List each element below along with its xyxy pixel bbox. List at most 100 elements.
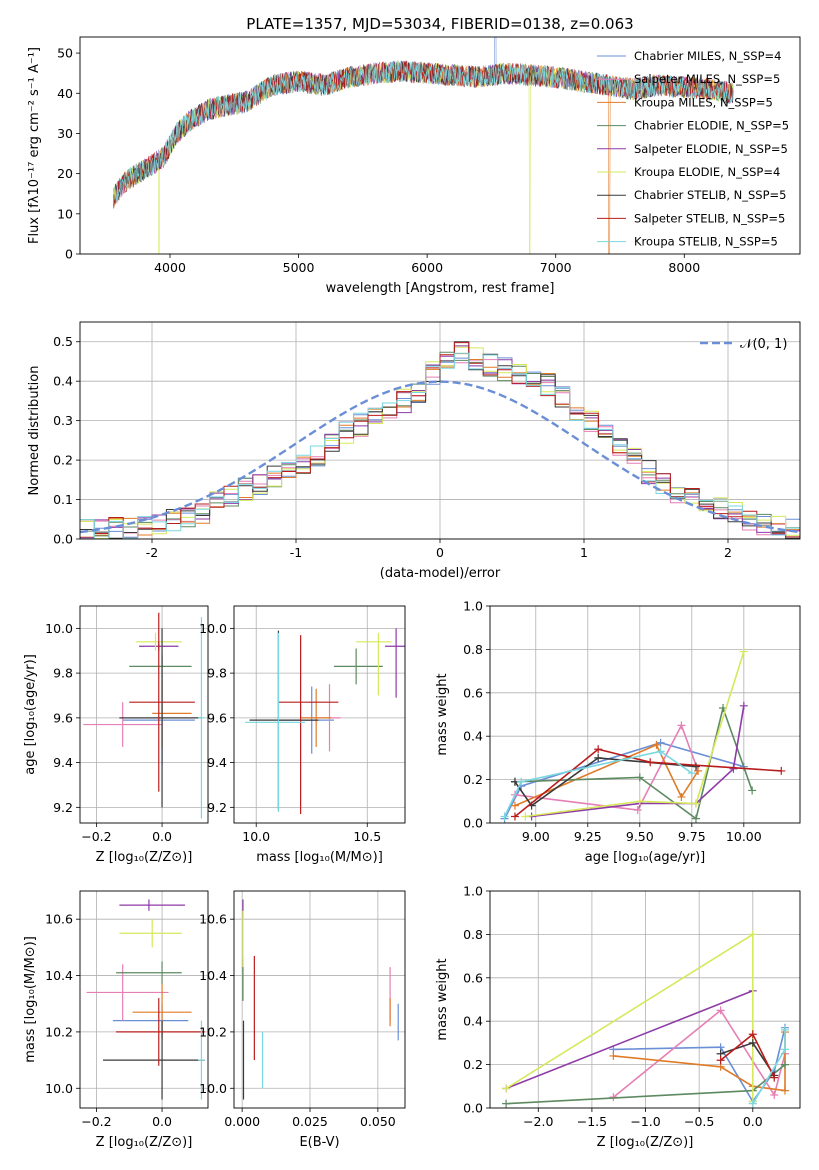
weight-age-ytick-label-2: 0.4 <box>463 729 483 744</box>
weight-age-marker-8-2 <box>656 747 665 756</box>
weight-z-ytick-label-2: 0.4 <box>463 1014 483 1029</box>
weight-age-ytick-label-3: 0.6 <box>463 685 483 700</box>
figure-title: PLATE=1357, MJD=53034, FIBERID=0138, z=0… <box>246 15 633 33</box>
age-mass-point-3 <box>333 648 383 685</box>
mass-z-ytick-label-2: 10.4 <box>45 968 73 983</box>
residuals-ytick-label-5: 0.5 <box>53 334 73 349</box>
age-z-ytick-label-0: 9.2 <box>53 800 73 815</box>
mass-z-point-1 <box>86 964 169 1021</box>
age-mass-plot-area <box>234 606 405 823</box>
age-vs-mass-panel: 10.0 10.5 9.2 9.4 9.6 9.8 10.0 mass [log₁₀(M/M⊙… <box>199 605 406 865</box>
age-vs-metallicity-panel: −0.2 0.0 9.2 9.4 9.6 9.8 10.0 Z [log₁₀(Z/Z⊙)] ag… <box>23 605 209 865</box>
weight-age-marker-2-3 <box>694 766 703 775</box>
legend-label-3: Chabrier ELODIE, N_SSP=5 <box>634 119 789 133</box>
weight-age-xlabel: age [log₁₀(age/yr)] <box>585 850 706 865</box>
mass-z-xtick-label-1: 0.0 <box>152 1114 172 1129</box>
weight-age-marker-2-2 <box>677 792 686 801</box>
weight-z-marker-7-1 <box>748 1030 757 1039</box>
weight-z-marker-2-3 <box>780 1086 789 1095</box>
age-z-ytick-label-1: 9.4 <box>53 755 73 770</box>
mass-z-point-7 <box>116 998 205 1066</box>
spectrum-xtick-label-2: 6000 <box>411 260 443 275</box>
histogram-8 <box>80 352 800 539</box>
weight-z-line-6 <box>720 1041 775 1076</box>
weight-age-marker-6-2 <box>594 753 603 762</box>
weight-age-xtick-label-0: 9.00 <box>522 829 550 844</box>
mass-z-axes: −0.2 0.0 10.0 10.2 10.4 10.6 Z [log₁₀(Z/Z⊙)] ma… <box>23 890 209 1150</box>
weight-age-marker-8-3 <box>687 769 696 778</box>
legend-label-2: Kroupa MILES, N_SSP=5 <box>634 95 773 109</box>
age-mass-point-8 <box>245 632 306 812</box>
age-z-point-7 <box>129 612 195 792</box>
residual-histogram-panel: -2 -1 0 1 2 0.0 0.1 0.2 0.3 0.4 0.5 (data-model)/er… <box>27 321 801 581</box>
age-z-point-2 <box>152 679 192 747</box>
weight-z-marker-1-2 <box>770 1090 779 1099</box>
weight-age-plot-area <box>490 606 800 823</box>
mass-z-ytick-label-1: 10.2 <box>45 1024 73 1039</box>
spectrum-ytick-label-4: 40 <box>57 86 73 101</box>
mass-z-ytick-label-0: 10.0 <box>45 1081 73 1096</box>
weight-age-marker-3-2 <box>691 814 700 823</box>
age-mass-xtick-label-1: 10.5 <box>353 829 381 844</box>
weight-age-marker-7-3 <box>777 766 786 775</box>
age-mass-point-5 <box>356 632 392 696</box>
weight-z-line-5 <box>505 932 754 1102</box>
weight-z-marker-6-1 <box>748 1038 757 1047</box>
residuals-ytick-label-2: 0.2 <box>53 453 73 468</box>
age-mass-ytick-label-1: 9.4 <box>207 755 227 770</box>
spectrum-line-7 <box>113 60 734 208</box>
weight-age-xtick-label-1: 9.25 <box>574 829 602 844</box>
mass-ebv-xtick-label-1: 0.025 <box>292 1114 328 1129</box>
age-z-xtick-label-0: −0.2 <box>81 829 111 844</box>
spectrum-xtick-label-0: 4000 <box>154 260 186 275</box>
spectrum-xtick-label-1: 5000 <box>283 260 315 275</box>
weight-age-marker-6-3 <box>691 762 700 771</box>
legend-label-6: Chabrier STELIB, N_SSP=5 <box>634 188 786 202</box>
normal-curve <box>80 380 800 534</box>
spectrum-xlabel: wavelength [Angstrom, rest frame] <box>326 281 555 296</box>
weight-z-marker-5-0 <box>502 1084 511 1093</box>
age-z-frame <box>79 605 209 824</box>
legend-label-5: Kroupa ELODIE, N_SSP=4 <box>634 165 780 179</box>
spectrum-xtick-label-3: 7000 <box>540 260 572 275</box>
weight-age-marker-2-1 <box>652 740 661 749</box>
weight-z-xlabel: Z [log₁₀(Z/Z⊙)] <box>597 1135 694 1150</box>
mass-z-xlabel: Z [log₁₀(Z/Z⊙)] <box>96 1135 193 1150</box>
age-z-ylabel: age [log₁₀(age/yr)] <box>23 654 38 775</box>
mass-ebv-frame <box>233 890 406 1109</box>
weight-z-ylabel: mass weight <box>435 958 450 1040</box>
weight-age-ytick-label-5: 1.0 <box>463 599 483 614</box>
residuals-ytick-label-1: 0.1 <box>53 492 73 507</box>
weight-age-marker-1-2 <box>677 721 686 730</box>
mass-ebv-ytick-label-3: 10.6 <box>199 912 227 927</box>
weight-age-ylabel: mass weight <box>435 673 450 755</box>
weight-age-marker-3-1 <box>635 773 644 782</box>
mass-ebv-xlabel: E(B-V) <box>299 1135 339 1150</box>
age-z-axes: −0.2 0.0 9.2 9.4 9.6 9.8 10.0 Z [log₁₀(Z/Z⊙)] ag… <box>23 605 209 865</box>
age-z-plot-area <box>80 606 208 823</box>
mass-z-point-5 <box>119 919 182 948</box>
legend-label-8: Kroupa STELIB, N_SSP=5 <box>634 235 778 249</box>
age-z-ytick-label-4: 10.0 <box>45 621 73 636</box>
age-mass-ytick-label-0: 9.2 <box>207 800 227 815</box>
residuals-ytick-label-4: 0.4 <box>53 374 73 389</box>
weight-age-marker-4-3 <box>729 764 738 773</box>
weight-z-ytick-label-4: 0.8 <box>463 927 483 942</box>
weight-z-xtick-label-3: −0.5 <box>684 1114 714 1129</box>
weight-age-marker-5-0 <box>521 812 530 821</box>
age-mass-axes: 10.0 10.5 9.2 9.4 9.6 9.8 10.0 mass [log₁₀(M/M⊙… <box>199 605 406 865</box>
age-mass-frame <box>233 605 406 824</box>
residuals-plot-area <box>80 322 800 539</box>
weight-z-xtick-label-2: −1.0 <box>630 1114 660 1129</box>
mass-z-point-8 <box>198 1020 205 1100</box>
residuals-xtick-label-1: -1 <box>290 545 302 560</box>
spectrum-legend: Chabrier MILES, N_SSP=4 Salpeter MILES, N… <box>597 49 789 249</box>
weight-age-xtick-label-2: 9.50 <box>626 829 654 844</box>
residuals-ytick-label-0: 0.0 <box>53 532 73 547</box>
weight-age-line-7 <box>514 748 782 818</box>
weight-z-marker-7-0 <box>716 1056 725 1065</box>
spectrum-xtick-label-4: 8000 <box>668 260 700 275</box>
weight-age-marker-1-1 <box>633 805 642 814</box>
weight-z-marker-5-1 <box>748 930 757 939</box>
weight-age-line-5 <box>525 651 745 818</box>
